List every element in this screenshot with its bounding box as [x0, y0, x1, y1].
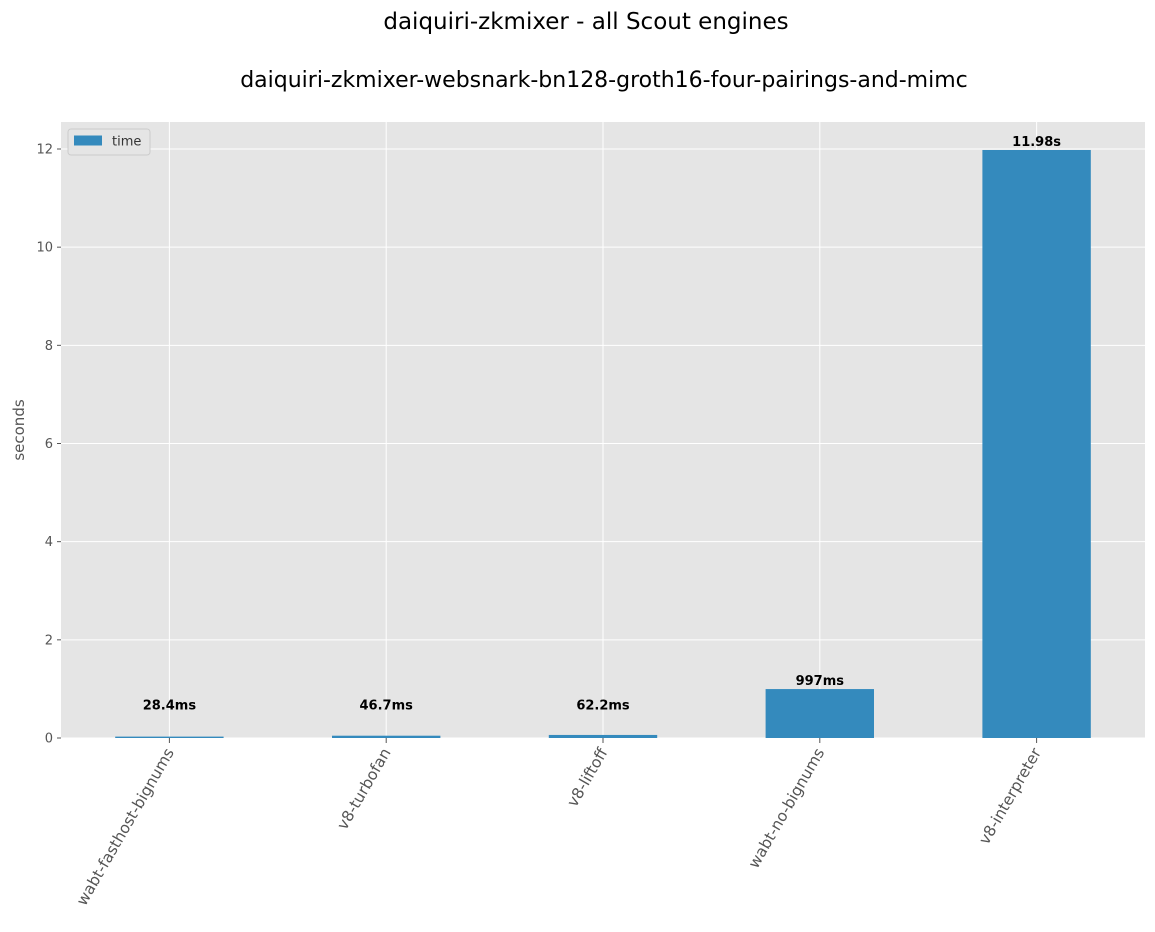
x-tick-label: wabt-no-bignums: [745, 745, 828, 872]
y-axis-label: seconds: [10, 399, 28, 460]
legend: time: [67, 128, 151, 156]
bar-v8-liftoff: [548, 734, 658, 738]
bar-v8-interpreter: [982, 149, 1091, 739]
legend-label-time: time: [112, 135, 141, 150]
x-tick-label: wabt-fasthost-bignums: [73, 745, 178, 909]
data-label: 62.2ms: [576, 698, 630, 713]
y-tick-label: 2: [45, 633, 53, 648]
bar-wabt-fasthost-bignums: [115, 736, 224, 738]
y-tick-label: 0: [45, 732, 53, 747]
grid-lines: [61, 122, 1145, 739]
chart-subtitle: daiquiri-zkmixer-websnark-bn128-groth16-…: [240, 68, 968, 93]
x-tick-label: v8-interpreter: [975, 744, 1045, 847]
bar-v8-turbofan: [332, 735, 441, 738]
bars: [115, 149, 1091, 739]
x-tick-label: v8-turbofan: [334, 745, 395, 833]
y-tick-label: 4: [45, 535, 53, 550]
y-tick-label: 6: [45, 437, 53, 452]
data-label: 11.98s: [1012, 135, 1061, 150]
y-tick-label: 12: [36, 142, 53, 157]
legend-swatch-time: [74, 135, 102, 146]
y-tick-label: 8: [45, 339, 53, 354]
data-label: 46.7ms: [360, 698, 414, 713]
chart-title: daiquiri-zkmixer - all Scout engines: [383, 9, 788, 35]
bar-wabt-no-bignums: [765, 689, 874, 738]
data-labels: 28.4ms 46.7ms 62.2ms 997ms 11.98s: [143, 135, 1062, 713]
data-label: 28.4ms: [143, 698, 197, 713]
data-label: 997ms: [796, 674, 845, 689]
y-tick-label: 10: [36, 241, 53, 256]
x-tick-label: v8-liftoff: [564, 745, 612, 810]
